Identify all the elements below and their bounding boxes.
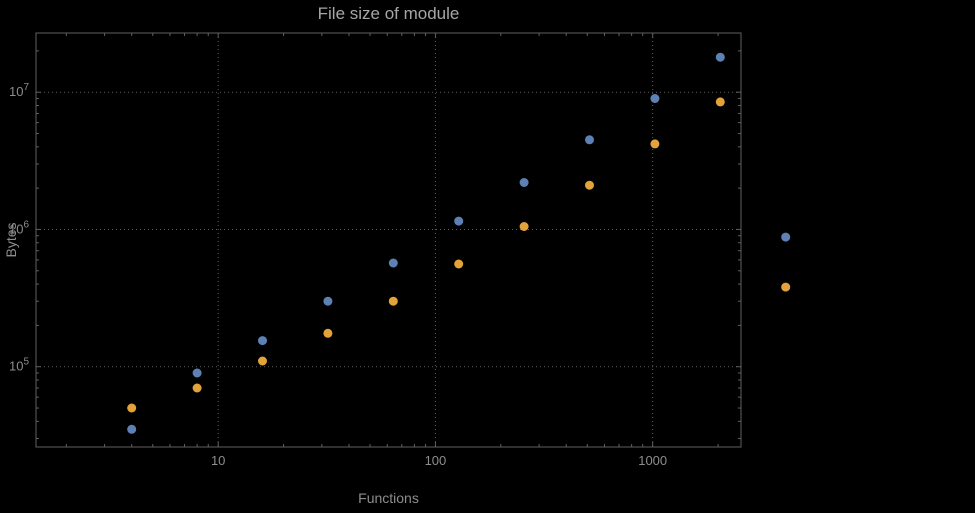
data-point-orange (127, 403, 137, 413)
x-tick-label: 1000 (638, 453, 667, 468)
data-point-blue (323, 296, 333, 306)
data-point-orange (585, 180, 594, 190)
x-tick-label: 10 (211, 453, 225, 468)
data-point-blue (388, 258, 398, 268)
y-tick-label: 105 (9, 357, 29, 374)
data-point-orange (650, 139, 660, 149)
data-point-blue (519, 178, 529, 187)
data-point-orange (192, 383, 202, 393)
data-point-orange (454, 259, 464, 269)
data-point-blue (781, 232, 791, 242)
data-point-blue (127, 424, 137, 434)
chart-title: File size of module (317, 4, 460, 23)
data-point-blue (585, 135, 594, 145)
data-point-orange (258, 356, 267, 366)
data-point-orange (519, 222, 529, 231)
x-tick-label: 100 (425, 453, 447, 468)
data-point-blue (258, 336, 267, 346)
data-point-orange (781, 282, 791, 292)
data-point-orange (715, 97, 725, 107)
data-point-blue (715, 52, 725, 62)
y-tick-label: 107 (9, 82, 29, 99)
x-axis-label: Functions (358, 490, 419, 506)
data-point-blue (650, 94, 660, 103)
data-point-orange (388, 296, 398, 306)
data-point-blue (454, 216, 464, 226)
y-tick-label: 106 (9, 219, 29, 236)
plot-frame (35, 32, 742, 448)
data-point-orange (323, 328, 333, 338)
data-point-blue (192, 368, 202, 378)
